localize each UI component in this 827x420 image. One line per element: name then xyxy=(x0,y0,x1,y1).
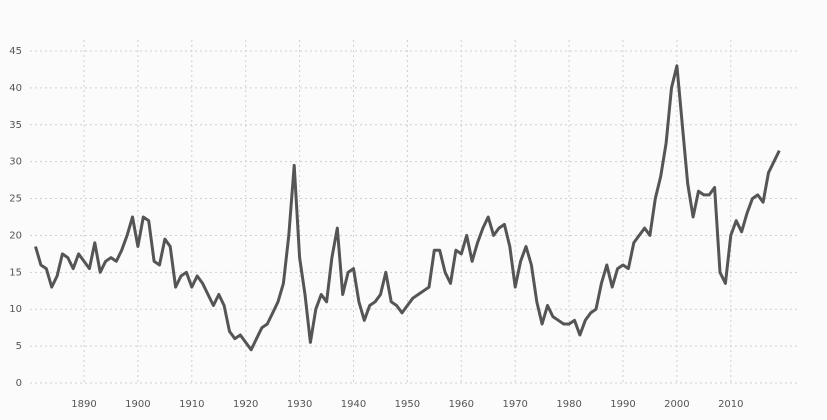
y-tick-label: 40 xyxy=(9,83,22,94)
x-tick-label: 1960 xyxy=(449,399,474,410)
x-tick-label: 1950 xyxy=(395,399,420,410)
y-tick-label: 30 xyxy=(9,157,22,168)
y-tick-label: 15 xyxy=(9,267,22,278)
x-tick-label: 1930 xyxy=(287,399,312,410)
x-tick-label: 1970 xyxy=(502,399,527,410)
x-tick-label: 2000 xyxy=(664,399,689,410)
x-tick-label: 1900 xyxy=(125,399,150,410)
y-tick-label: 10 xyxy=(9,304,22,315)
x-tick-label: 1980 xyxy=(556,399,581,410)
y-tick-label: 20 xyxy=(9,230,22,241)
x-tick-label: 1990 xyxy=(610,399,635,410)
x-tick-label: 1890 xyxy=(71,399,96,410)
y-tick-label: 25 xyxy=(9,194,22,205)
x-tick-label: 1940 xyxy=(341,399,366,410)
y-tick-label: 35 xyxy=(9,120,22,131)
y-tick-label: 5 xyxy=(16,341,22,352)
x-tick-label: 1910 xyxy=(179,399,204,410)
x-tick-label: 2010 xyxy=(718,399,743,410)
y-tick-label: 45 xyxy=(9,46,22,57)
data-line xyxy=(34,64,781,352)
y-tick-label: 0 xyxy=(16,378,22,389)
x-tick-label: 1920 xyxy=(233,399,258,410)
